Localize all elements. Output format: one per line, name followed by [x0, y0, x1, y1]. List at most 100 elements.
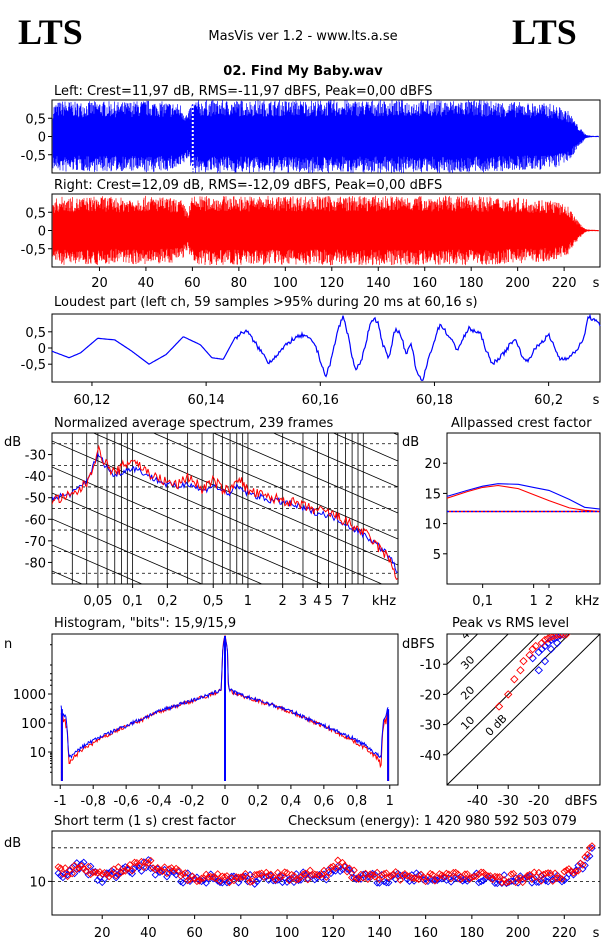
peak-vs-rms-x-axis: -40 -30 -20 dBFS	[467, 785, 597, 809]
short-term-crest-point-right	[576, 859, 585, 868]
short-term-crest-point-right	[63, 872, 72, 881]
short-term-crest-point-right	[329, 862, 337, 871]
peak-vs-rms-frame	[446, 633, 601, 786]
histogram-x-tick-label: 0,6	[314, 794, 335, 809]
peak-vs-rms-point-right	[516, 666, 525, 675]
short-term-crest-x-tick-label: 160	[413, 926, 438, 941]
peak-vs-rms-y-tick-label: -40	[420, 749, 441, 764]
short-term-crest-point-right	[123, 864, 132, 872]
short-term-crest-point-right	[79, 865, 88, 873]
short-term-crest-point-right	[465, 875, 474, 883]
short-term-crest-point-right	[137, 857, 146, 866]
allpassed-crest-x-tick-label: 1	[530, 594, 538, 609]
allpassed-crest-y-tick-label: 15	[424, 487, 441, 502]
peak-vs-rms-point-right	[519, 657, 528, 666]
short-term-crest-point-left	[463, 877, 471, 885]
spectrum-x-tick-label: 0,1	[122, 594, 143, 609]
right-waveform-x-tick-label: 160	[412, 276, 437, 291]
short-term-crest-plot	[52, 842, 600, 888]
allpassed-crest-title: Allpassed crest factor	[451, 416, 592, 431]
peak-vs-rms-point-left	[537, 644, 547, 654]
short-term-crest-point-left	[112, 873, 120, 882]
short-term-crest-point-right	[77, 862, 86, 870]
allpassed-crest-x-tick-label: 0,1	[472, 594, 493, 609]
spectrum-series-right	[52, 444, 398, 581]
short-term-crest-point-right	[216, 877, 224, 885]
short-term-crest-point-left	[336, 867, 344, 875]
short-term-crest-point-right	[396, 876, 404, 884]
short-term-crest-point-right	[401, 870, 409, 878]
short-term-crest-point-right	[167, 864, 176, 872]
peak-vs-rms-crest-line	[447, 634, 479, 665]
peak-vs-rms-point-right	[562, 634, 571, 639]
short-term-crest-point-left	[405, 877, 414, 885]
allpassed-crest-series-right	[446, 484, 601, 513]
short-term-crest-point-right	[368, 871, 377, 879]
right-waveform-x-tick-label: 60	[184, 276, 201, 291]
short-term-crest-point-right	[472, 872, 481, 881]
peak-vs-rms-crest-line	[447, 634, 600, 785]
histogram-x-tick-label: -0,4	[146, 794, 171, 809]
short-term-crest-point-right	[347, 873, 356, 882]
peak-vs-rms-point-right	[510, 675, 519, 684]
short-term-crest-point-right	[505, 877, 513, 886]
short-term-crest-point-right	[59, 870, 67, 878]
short-term-crest-x-tick-label: 200	[506, 926, 531, 941]
allpassed-crest-frame	[446, 432, 601, 585]
right-waveform-x-tick-label: 20	[91, 276, 108, 291]
loudest-part-x-tick-label: 60,12	[73, 393, 110, 408]
short-term-crest-point-right	[68, 869, 76, 878]
short-term-crest-point-right	[190, 874, 199, 883]
spectrum-x-tick-label: 3	[299, 594, 307, 609]
short-term-crest-point-right	[294, 875, 303, 883]
right-waveform-y-tick-label: 0,5	[25, 206, 46, 221]
spectrum-x-tick-label: 0,5	[203, 594, 224, 609]
spectrum-x-unit: kHz	[372, 594, 396, 609]
short-term-crest-point-right	[128, 866, 136, 875]
short-term-crest-point-right	[126, 861, 134, 869]
short-term-crest-point-left	[165, 869, 173, 877]
short-term-crest-point-right	[479, 868, 488, 877]
spectrum-x-tick-label: 1	[244, 594, 252, 609]
short-term-crest-point-left	[382, 878, 391, 887]
left-waveform-envelope	[52, 100, 599, 173]
spectrum-y-tick-label: -40	[25, 470, 46, 485]
right-waveform-x-tick-label: 200	[505, 276, 530, 291]
short-term-crest-point-left	[292, 870, 301, 878]
short-term-crest-point-right	[417, 870, 425, 879]
short-term-crest-point-right	[267, 870, 275, 879]
short-term-crest-point-right	[315, 872, 324, 880]
short-term-crest-point-right	[96, 868, 104, 876]
allpassed-crest-series-left	[446, 483, 601, 510]
histogram-x-axis: -1 -0,8 -0,6 -0,4 -0,2 0 0,2 0,4 0,6 0,8 1	[54, 785, 394, 809]
short-term-crest-point-right	[153, 863, 162, 872]
peak-vs-rms-point-left	[552, 634, 562, 642]
short-term-crest-x-tick-label: 220	[552, 926, 577, 941]
histogram-x-tick-label: -1	[54, 794, 67, 809]
right-waveform-y-tick-label: -0,5	[21, 243, 46, 258]
short-term-crest-point-right	[537, 877, 545, 885]
spectrum-plot	[52, 433, 398, 584]
short-term-crest-point-left	[179, 879, 187, 887]
peak-vs-rms-y-axis: -10 -20 -30 -40	[420, 658, 447, 764]
spectrum-title: Normalized average spectrum, 239 frames	[54, 416, 333, 431]
short-term-crest-point-right	[567, 867, 575, 875]
left-waveform-y-tick-label: 0	[38, 131, 46, 146]
spectrum-slope-line	[332, 433, 398, 462]
loudest-part-x-tick-label: 60,16	[302, 393, 339, 408]
short-term-crest-point-right	[250, 870, 259, 879]
short-term-crest-point-left	[304, 874, 312, 883]
right-waveform-title: Right: Crest=12,09 dB, RMS=-12,09 dBFS, …	[54, 178, 442, 193]
peak-vs-rms-y-tick-label: -20	[420, 688, 441, 703]
histogram-x-tick-label: 0,8	[346, 794, 367, 809]
histogram-x-tick-label: 0,2	[248, 794, 269, 809]
short-term-crest-point-right	[387, 872, 395, 880]
histogram-x-tick-label: 0	[221, 794, 229, 809]
short-term-crest-point-right	[177, 872, 185, 880]
short-term-crest-point-right	[100, 868, 109, 877]
short-term-crest-point-right	[384, 873, 393, 882]
peak-vs-rms-x-tick-label: -30	[498, 794, 519, 809]
spectrum-x-tick-label: 2	[279, 594, 287, 609]
short-term-crest-point-right	[170, 866, 178, 875]
